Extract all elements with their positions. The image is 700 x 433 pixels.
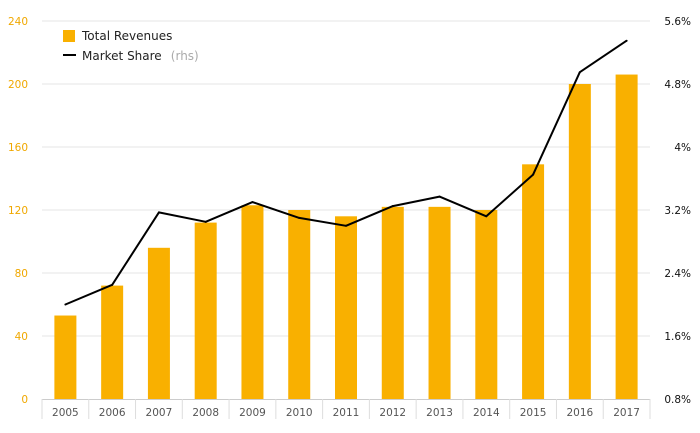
bar [522,164,545,399]
legend-line-label: Market Share [82,49,162,63]
bar [428,206,451,399]
x-tick-label: 2009 [239,407,266,419]
legend-line-label-group: Market Share (rhs) [82,45,199,64]
market-share-point [485,215,488,218]
market-share-point [391,205,394,208]
bar [194,222,217,399]
y-tick-label-right: 0.8% [664,394,691,406]
market-share-point [157,211,160,214]
market-share-point [111,283,114,286]
legend-line-suffix: (rhs) [171,49,199,63]
bar [335,216,357,399]
y-tick-label-left: 200 [8,79,28,91]
x-tick-label: 2016 [566,407,593,419]
x-tick-label: 2007 [146,407,173,419]
x-tick-label: 2006 [99,407,126,419]
y-tick-label-left: 160 [8,142,28,154]
bar [568,84,591,399]
market-share-point [438,195,441,198]
bar [241,205,264,399]
y-tick-label-right: 4.8% [664,79,691,91]
x-tick-label: 2012 [379,407,406,419]
gridlines [42,20,650,337]
x-tick-label: 2017 [613,407,640,419]
market-share-point [578,71,581,74]
bar [615,74,638,400]
bars [54,74,638,400]
x-tick-label: 2011 [333,407,360,419]
y-tick-label-left: 40 [15,331,28,343]
market-share-point [251,201,254,204]
x-tick-label: 2015 [520,407,547,419]
bar [288,210,311,399]
market-share-point [345,224,347,227]
y-tick-label-right: 4% [674,142,691,154]
bar [101,285,124,399]
y-tick-label-left: 240 [8,16,28,28]
y-tick-label-left: 0 [21,394,28,406]
y-tick-label-left: 120 [8,205,28,217]
legend-bar-swatch [63,30,75,42]
legend-bar-label: Total Revenues [81,29,172,43]
x-tick-label: 2005 [52,407,79,419]
x-tick-label: 2013 [426,407,453,419]
market-share-line [64,39,628,306]
bar [381,206,404,399]
y-tick-label-right: 2.4% [664,268,691,280]
axes: 0 0.8% 40 1.6% 80 2.4% 120 3.2% 160 4% 200 4.8% 240 5… [8,16,691,419]
bar [475,210,498,399]
market-share-point [64,303,67,306]
bar [54,315,77,399]
market-share-point [204,220,207,223]
market-share-point [625,39,628,42]
market-share-point [298,216,301,219]
bar [147,247,170,399]
x-tick-label: 2014 [473,407,500,419]
legend: Total Revenues Market Share (rhs) [63,29,199,64]
x-tick-label: 2008 [192,407,219,419]
y-tick-label-right: 5.6% [664,16,691,28]
x-tick-label: 2010 [286,407,313,419]
y-tick-label-right: 1.6% [664,331,691,343]
market-share-point [532,173,535,176]
y-tick-label-right: 3.2% [664,205,691,217]
y-tick-label-left: 80 [15,268,28,280]
